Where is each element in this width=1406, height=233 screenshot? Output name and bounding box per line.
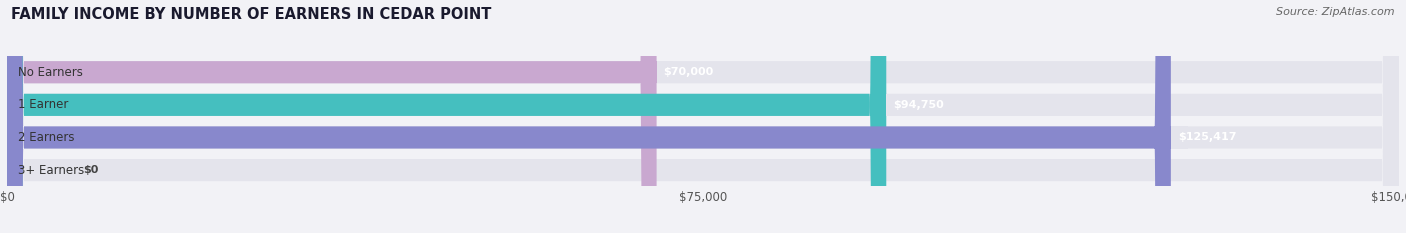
Bar — [657, 61, 673, 83]
FancyBboxPatch shape — [7, 0, 657, 233]
Bar — [1171, 126, 1188, 149]
FancyBboxPatch shape — [7, 0, 1399, 233]
Bar — [640, 61, 673, 83]
FancyBboxPatch shape — [7, 0, 1399, 233]
Bar — [886, 94, 903, 116]
Text: $125,417: $125,417 — [1178, 133, 1236, 142]
FancyBboxPatch shape — [7, 0, 1171, 233]
Text: 1 Earner: 1 Earner — [18, 98, 69, 111]
Text: 3+ Earners: 3+ Earners — [18, 164, 84, 177]
Text: FAMILY INCOME BY NUMBER OF EARNERS IN CEDAR POINT: FAMILY INCOME BY NUMBER OF EARNERS IN CE… — [11, 7, 492, 22]
Text: No Earners: No Earners — [18, 66, 83, 79]
Bar — [1154, 126, 1188, 149]
Bar — [869, 94, 903, 116]
Text: $70,000: $70,000 — [664, 67, 714, 77]
FancyBboxPatch shape — [7, 0, 1399, 233]
FancyBboxPatch shape — [7, 0, 1399, 233]
Text: $94,750: $94,750 — [893, 100, 943, 110]
FancyBboxPatch shape — [7, 0, 886, 233]
Text: 2 Earners: 2 Earners — [18, 131, 75, 144]
Text: $0: $0 — [83, 165, 98, 175]
Text: Source: ZipAtlas.com: Source: ZipAtlas.com — [1277, 7, 1395, 17]
